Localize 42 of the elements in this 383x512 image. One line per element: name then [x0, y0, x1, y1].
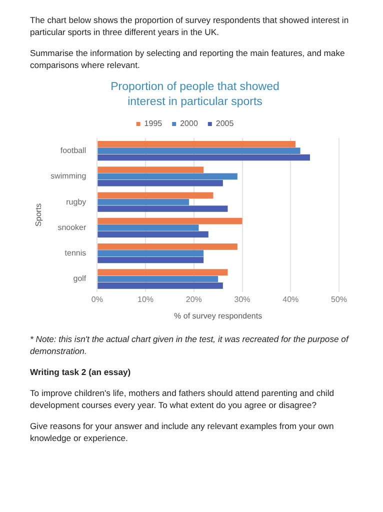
x-tick-label: 0%: [91, 294, 103, 304]
x-tick-label: 40%: [282, 294, 299, 304]
y-axis-title: Sports: [34, 203, 44, 226]
bar: [98, 198, 190, 206]
y-tick-label: tennis: [64, 248, 86, 258]
bar: [98, 244, 238, 250]
x-tick-label: 10%: [138, 294, 154, 304]
bar: [98, 224, 199, 231]
bar: [98, 256, 204, 264]
bar: [98, 140, 296, 148]
text: Summarise the information by selecting and reporting the main features, and make comparisons where relevant.: [30, 47, 346, 72]
x-tick-label: 20%: [186, 294, 202, 304]
y-tick-label: football: [60, 146, 86, 156]
bar: [98, 166, 204, 173]
y-tick-label: rugby: [66, 197, 86, 206]
text: Give reasons for your answer and include any relevant examples from your own knowledge or experience.: [30, 420, 335, 444]
bar: [98, 282, 223, 289]
bar: [98, 192, 214, 199]
x-axis-title: % of survey respondents: [174, 311, 262, 320]
y-tick-label: golf: [73, 274, 87, 284]
text: To improve children's life, mothers and fathers should attend parenting and child development courses every year. To what extent do you agree or disagree?: [30, 387, 336, 412]
bar: [98, 276, 218, 282]
legend-label: 1995: [144, 119, 163, 128]
bar: [98, 154, 310, 161]
bar: [98, 231, 208, 238]
legend-label: 2000: [180, 119, 198, 128]
x-tick-label: 30%: [234, 294, 250, 304]
y-tick-label: swimming: [50, 172, 86, 181]
bar: [98, 250, 204, 257]
x-tick-label: 50%: [330, 294, 347, 304]
y-tick-label: snooker: [58, 222, 86, 232]
bar: [98, 218, 242, 224]
chart-title: Proportion of people that showed interest in particular sports: [110, 80, 280, 110]
text: Writing task 2 (an essay): [30, 366, 132, 378]
bar: [98, 206, 228, 212]
bar: [98, 173, 238, 180]
bar: [98, 269, 228, 276]
bar: [98, 180, 223, 186]
text: The chart below shows the proportion of survey respondents that showed interest in particular sports in three different years in the UK.: [30, 14, 350, 38]
text: * Note: this isn't the actual chart given in the test, it was recreated for the purpose of demonstration.: [30, 333, 350, 358]
legend-label: 2005: [216, 119, 234, 128]
bar: [98, 148, 300, 154]
